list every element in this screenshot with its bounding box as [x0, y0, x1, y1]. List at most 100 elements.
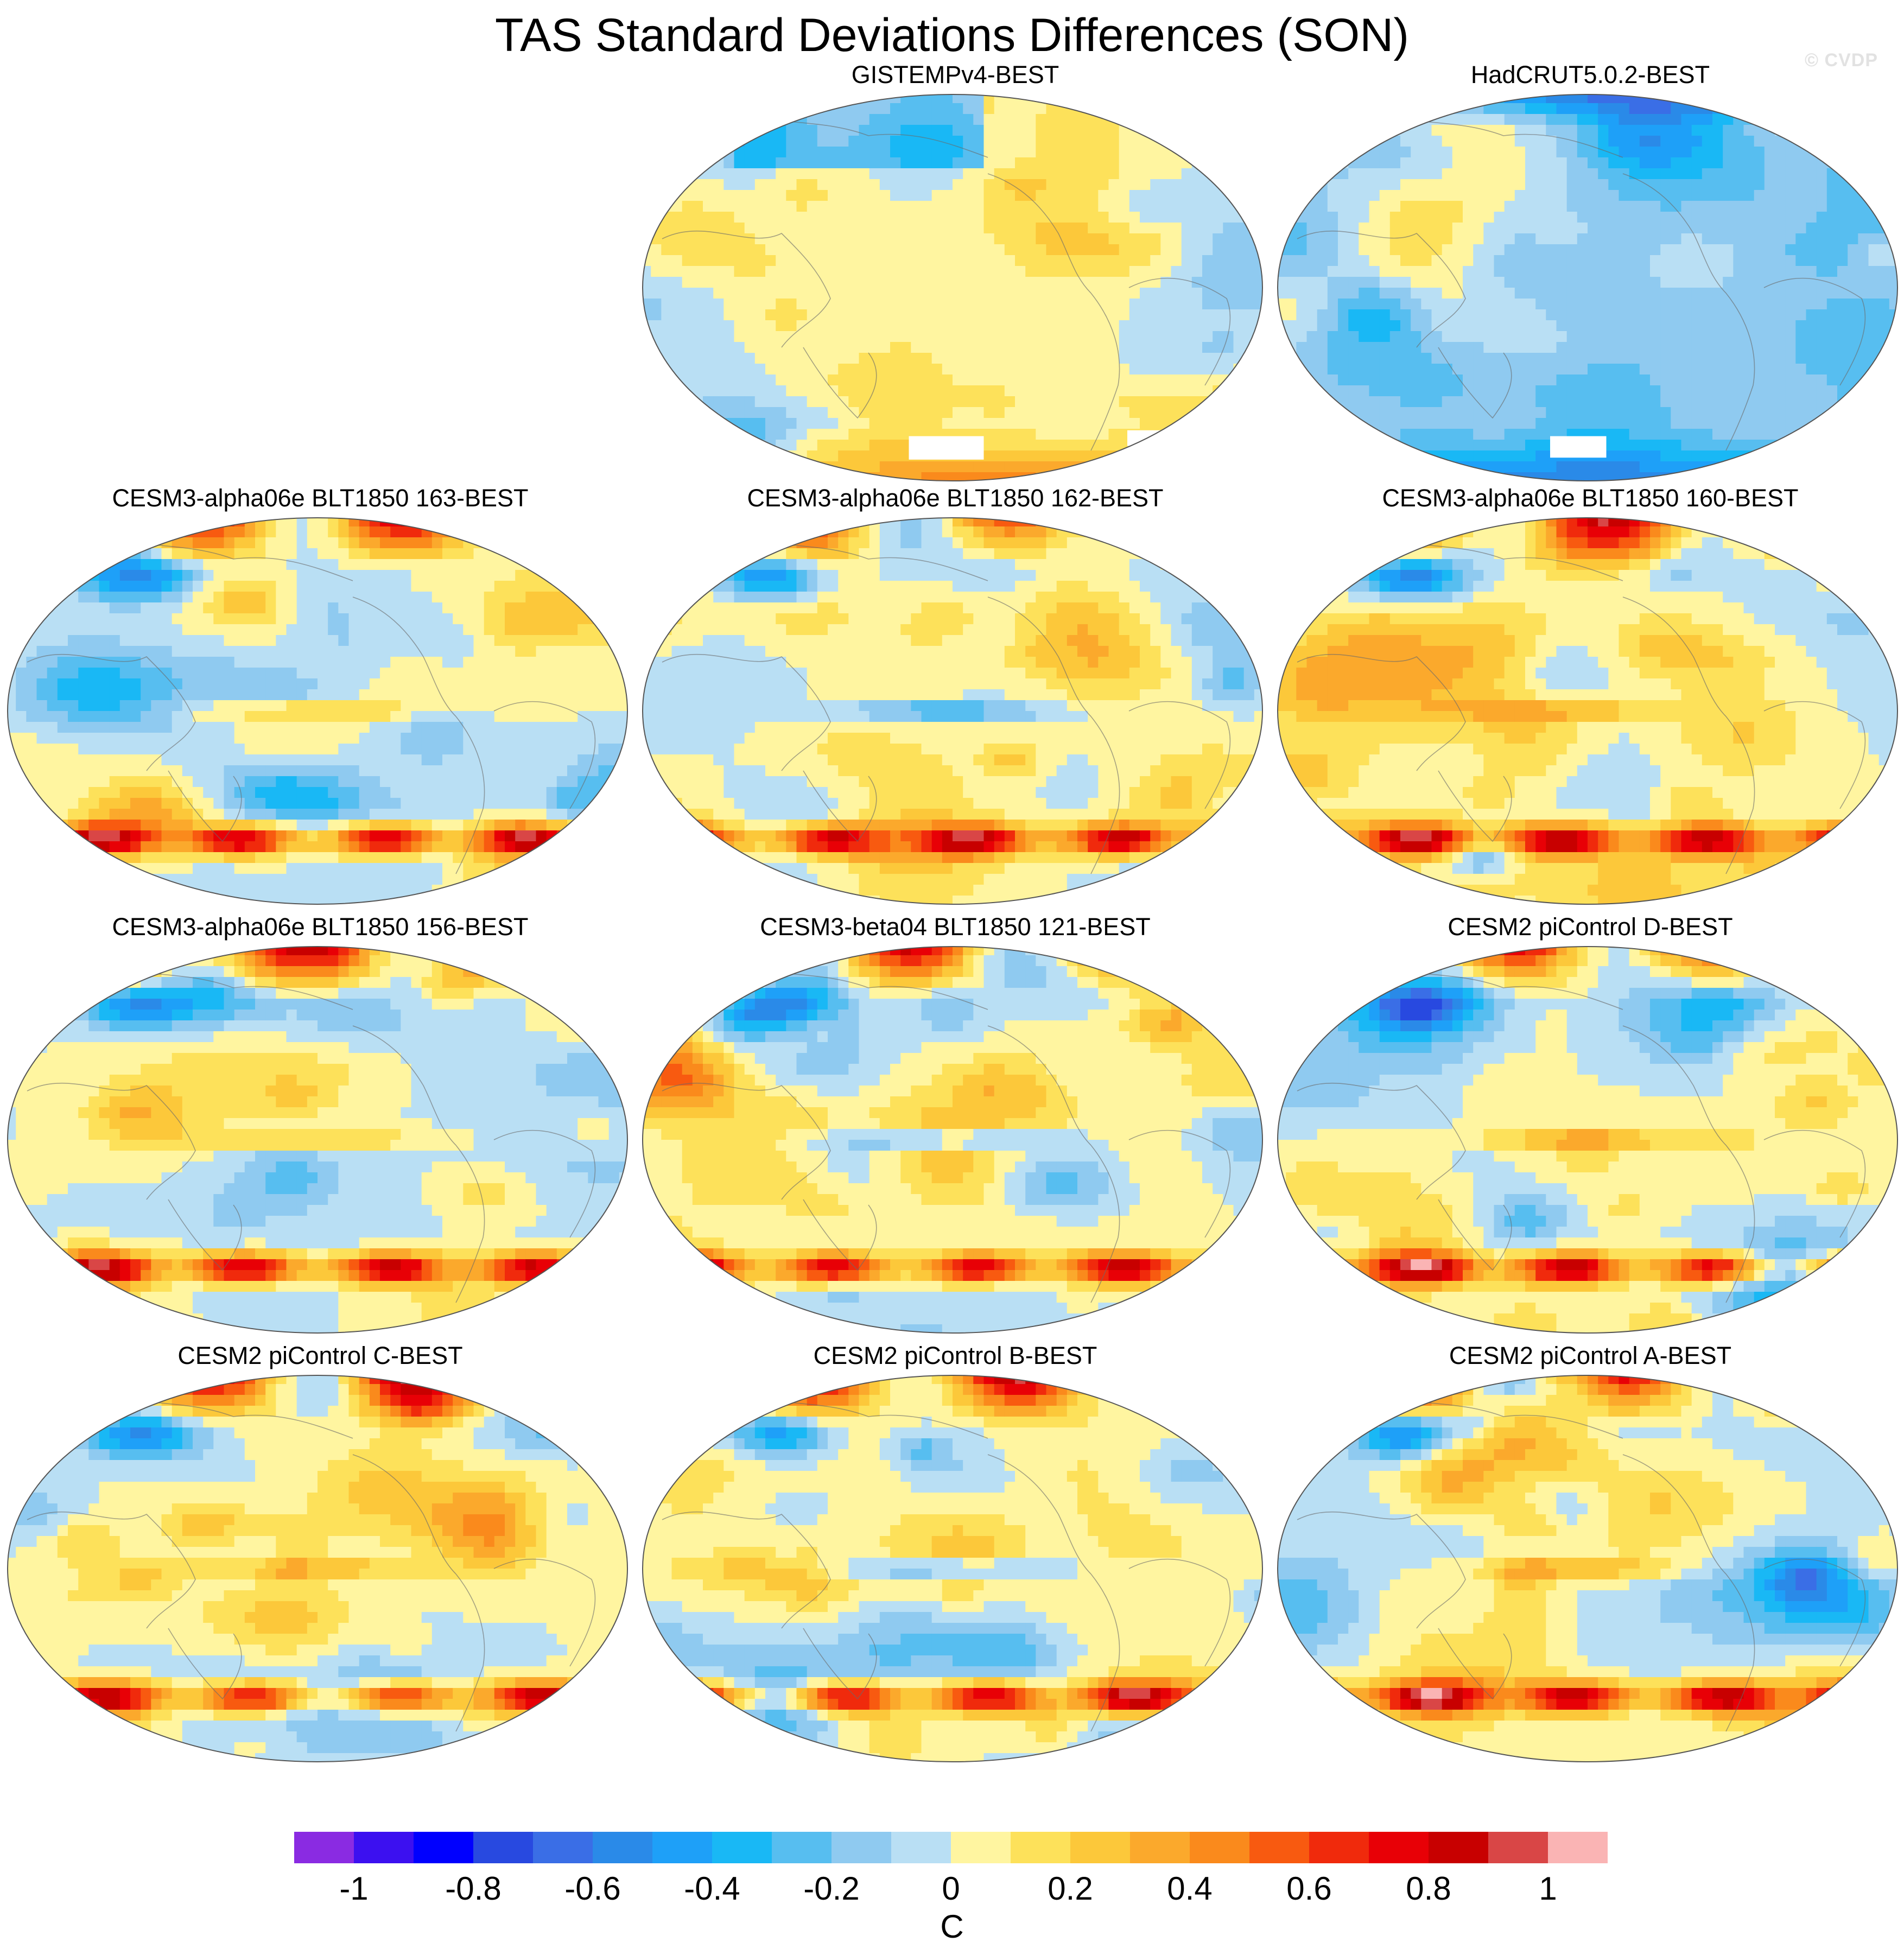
map-cell: [431, 548, 443, 560]
map-cell: [942, 331, 953, 342]
map-cell: [119, 581, 131, 592]
map-cell: [1067, 125, 1078, 136]
map-cell: [1577, 201, 1588, 212]
map-cell: [838, 299, 849, 310]
map-cell: [890, 342, 901, 353]
map-cell: [369, 602, 380, 614]
map-cell: [900, 125, 912, 136]
map-cell: [744, 375, 756, 386]
map-cell: [1639, 288, 1651, 299]
map-cell: [921, 114, 932, 125]
map-cell: [890, 429, 901, 440]
map-cell: [1338, 429, 1349, 440]
map-cell: [786, 385, 797, 397]
map-cell: [1296, 364, 1308, 375]
map-cell: [1650, 255, 1661, 266]
map-cell: [1785, 299, 1797, 310]
map-cell: [1077, 223, 1088, 234]
map-cell: [1213, 168, 1224, 180]
map-cell: [848, 179, 860, 191]
map-cell: [1826, 299, 1838, 310]
map-cell: [1213, 212, 1224, 223]
map-cell: [1775, 472, 1786, 481]
map-cell: [1140, 353, 1151, 364]
map-cell: [682, 233, 693, 245]
map-cell: [1764, 277, 1775, 288]
map-cell: [369, 537, 380, 549]
map-cell: [1775, 244, 1786, 256]
map-cell: [1140, 320, 1151, 332]
map-cell: [1566, 375, 1578, 386]
map-cell: [567, 613, 578, 625]
map-cell: [1650, 103, 1661, 115]
map-cell: [744, 396, 756, 408]
map-cell: [807, 136, 818, 147]
map-cell: [546, 537, 557, 549]
map-cell: [1733, 266, 1744, 277]
map-cell: [890, 320, 901, 332]
map-cell: [1254, 114, 1262, 125]
map-cell: [431, 613, 443, 625]
map-cell: [338, 548, 350, 560]
map-cell: [786, 233, 797, 245]
map-cell: [1889, 223, 1897, 234]
map-cell: [744, 233, 756, 245]
map-cell: [1046, 136, 1057, 147]
map-cell: [1868, 277, 1880, 288]
map-cell: [1421, 342, 1432, 353]
map-cell: [1348, 385, 1360, 397]
map-cell: [1278, 429, 1286, 440]
map-cell: [859, 277, 870, 288]
map-cell: [463, 613, 474, 625]
map-cell: [859, 299, 870, 310]
map-cell: [1004, 266, 1016, 277]
map-cell: [1660, 461, 1672, 473]
map-cell: [1421, 179, 1432, 191]
map-cell: [1348, 233, 1360, 245]
map-cell: [713, 342, 725, 353]
map-cell: [973, 418, 985, 429]
map-cell: [1650, 244, 1661, 256]
coastline: [1438, 347, 1512, 419]
map-cell: [671, 342, 683, 353]
map-cell: [651, 277, 662, 288]
map-cell: [807, 342, 818, 353]
map-cell: [1795, 244, 1807, 256]
map-cell: [1723, 179, 1734, 191]
map-cell: [1243, 375, 1255, 386]
map-cell: [1473, 114, 1484, 125]
map-cell: [776, 190, 787, 201]
map-cell: [1452, 114, 1463, 125]
map-cell: [1514, 168, 1526, 180]
map-cell: [1619, 429, 1630, 440]
map-cell: [1878, 212, 1890, 223]
map-cell: [1473, 212, 1484, 223]
map-cell: [1691, 331, 1703, 342]
map-cell: [1514, 407, 1526, 418]
map-cell: [1681, 255, 1692, 266]
map-cell: [1754, 233, 1765, 245]
map-cell: [1088, 288, 1099, 299]
map-cell: [1171, 429, 1182, 440]
map-cell: [359, 537, 370, 549]
map-cell: [973, 157, 985, 169]
map-cell: [296, 624, 308, 636]
map-cell: [484, 537, 495, 549]
map-cell: [1733, 157, 1744, 169]
map-cell: [1348, 440, 1360, 451]
map-cell: [1660, 385, 1672, 397]
map-cell: [953, 136, 963, 147]
map-cell: [1223, 136, 1234, 147]
map-cell: [1278, 103, 1286, 115]
map-cell: [1150, 288, 1162, 299]
map-cell: [1754, 407, 1765, 418]
map-cell: [1254, 103, 1262, 115]
map-cell: [421, 537, 433, 549]
map-cell: [817, 114, 828, 125]
map-cell: [1535, 157, 1547, 169]
map-cell: [47, 624, 58, 636]
map-cell: [1702, 320, 1713, 332]
map-cell: [1775, 201, 1786, 212]
map-cell: [1077, 201, 1088, 212]
map-cell: [1036, 331, 1047, 342]
